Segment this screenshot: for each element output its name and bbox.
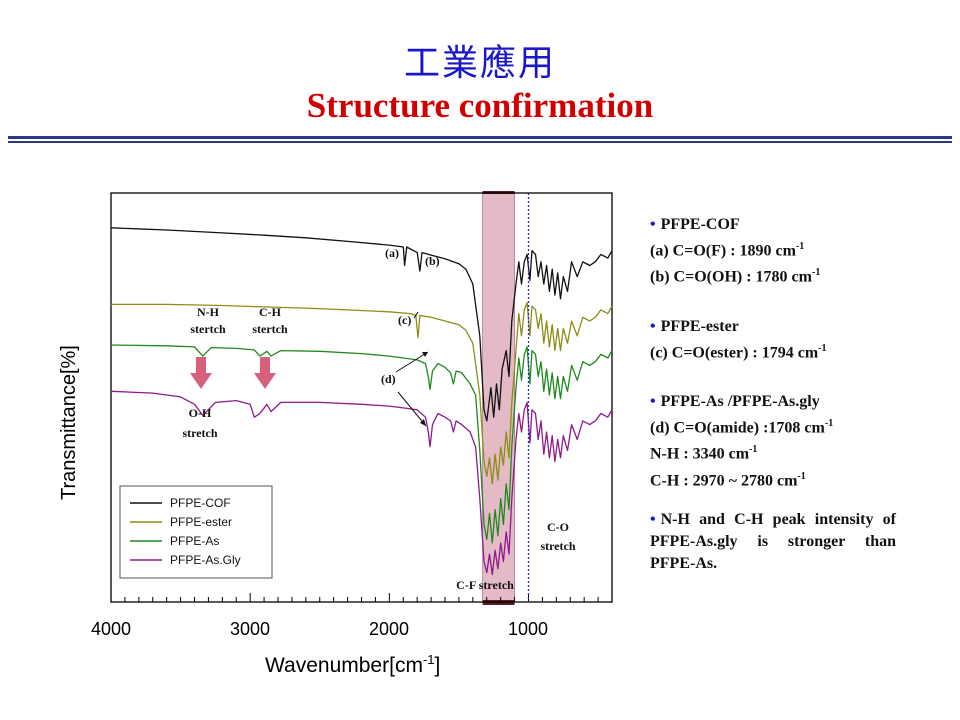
series-line-pfpe-as-gly (110, 390, 613, 576)
oh-stretch-label: O-H stretch (182, 406, 217, 440)
ch-down-arrow (254, 357, 276, 389)
svg-text:stretch: stretch (540, 539, 575, 553)
notes-comparison: • N-H and C-H peak intensity of PFPE-As.g… (650, 511, 896, 572)
x-tick-label: 4000 (90, 619, 132, 639)
annotation-d: (d) (381, 351, 429, 427)
slide-title-english: Structure confirmation (306, 86, 654, 125)
annotation-a: (a) (385, 246, 399, 260)
slide-title-chinese: 工業應用 (403, 43, 556, 84)
svg-text:N-H: N-H (197, 305, 220, 319)
legend-label: PFPE-COF (170, 496, 231, 510)
bullet-icon: • (650, 393, 656, 410)
bullet-icon: • (650, 318, 656, 335)
svg-text:stretch: stretch (182, 426, 217, 440)
annotation-b: (b) (425, 254, 440, 268)
notes-pfpe-ester: • PFPE-ester (c) C=O(ester) : 1794 cm-1 (650, 318, 827, 362)
x-tick-label: 2000 (368, 619, 410, 639)
series-line-pfpe-cof (110, 227, 613, 422)
x-tick-label: 1000 (507, 619, 549, 639)
cf-stretch-label: C-F stretch (456, 578, 514, 592)
svg-text:C-H: C-H (259, 305, 282, 319)
ch-stretch-label: C-H stertch (252, 305, 288, 336)
co-stretch-label: C-O stretch (540, 520, 575, 553)
legend-label: PFPE-ester (170, 515, 232, 529)
annotation-c: (c) (398, 311, 419, 327)
svg-text:(a): (a) (385, 246, 399, 260)
title-divider-bottom (8, 141, 952, 143)
svg-text:C-O: C-O (547, 520, 569, 534)
series-line-pfpe-as (110, 344, 613, 544)
svg-text:(d): (d) (381, 372, 396, 386)
title-divider-top (8, 136, 952, 139)
nh-down-arrow (190, 357, 212, 389)
svg-text:stertch: stertch (252, 322, 288, 336)
chart-legend: PFPE-COF PFPE-ester PFPE-As PFPE-As.Gly (119, 485, 273, 579)
series-line-pfpe-ester (111, 301, 613, 485)
bullet-icon: • (650, 216, 656, 233)
svg-text:stertch: stertch (190, 322, 226, 336)
legend-label: PFPE-As.Gly (170, 553, 241, 567)
legend-box (119, 485, 273, 579)
svg-text:C-F stretch: C-F stretch (456, 578, 514, 592)
bullet-icon: • (650, 511, 656, 528)
svg-text:(c): (c) (398, 313, 411, 327)
nh-stretch-label: N-H stertch (190, 305, 226, 336)
svg-text:O-H: O-H (189, 406, 212, 420)
notes-pfpe-as: • PFPE-As /PFPE-As.gly (d) C=O(amide) :17… (650, 393, 834, 489)
x-tick-label: 3000 (229, 619, 271, 639)
legend-label: PFPE-As (170, 534, 219, 548)
x-axis-label: Wavenumber[cm-1] (265, 652, 441, 677)
notes-pfpe-cof: • PFPE-COF (a) C=O(F) : 1890 cm-1 (b) C=O… (650, 216, 821, 286)
svg-text:(b): (b) (425, 254, 440, 268)
y-axis-label: Transmittance[%] (58, 345, 80, 500)
